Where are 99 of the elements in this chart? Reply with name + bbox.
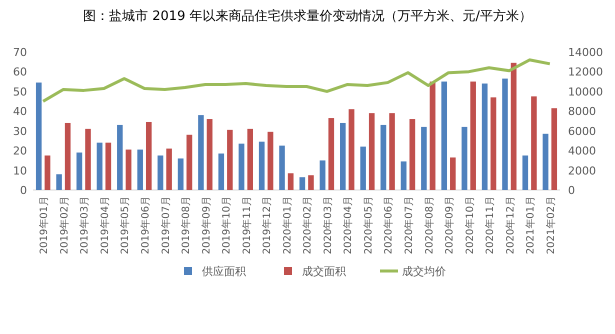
bar — [85, 128, 91, 190]
legend-label: 供应面积 — [202, 265, 246, 278]
x-tick-label: 2020年12月 — [504, 196, 516, 254]
x-tick-label: 2020年02月 — [302, 196, 314, 254]
bar — [490, 97, 496, 190]
bar — [400, 161, 406, 190]
bar — [462, 126, 468, 190]
x-tick-label: 2019年11月 — [240, 196, 253, 254]
bar — [117, 124, 123, 190]
x-tick-label: 2019年01月 — [38, 196, 50, 254]
x-tick-label: 2020年09月 — [444, 196, 456, 254]
y-tick-label: 10 — [13, 164, 27, 178]
bar — [542, 134, 548, 190]
bar — [389, 113, 395, 190]
line-series — [42, 58, 552, 103]
bar — [96, 142, 102, 190]
bar — [158, 156, 164, 190]
bar — [510, 62, 516, 190]
bar — [186, 134, 192, 190]
bar — [288, 173, 294, 190]
x-tick-label: 2020年11月 — [484, 196, 496, 254]
bar — [238, 144, 244, 190]
bar — [380, 124, 386, 190]
legend-label: 成交均价 — [402, 265, 446, 278]
bar — [482, 84, 488, 190]
y2-tick-label: 14000 — [568, 46, 603, 59]
x-tick-label: 2019年08月 — [180, 196, 192, 254]
bar — [328, 118, 334, 190]
bar — [522, 156, 528, 190]
bar — [320, 160, 326, 190]
x-tick-label: 2020年04月 — [342, 196, 354, 254]
bar — [56, 174, 62, 190]
bar — [36, 82, 42, 190]
x-tick-label: 2019年03月 — [78, 196, 91, 254]
bar — [268, 132, 274, 190]
x-tick-label: 2019年09月 — [200, 196, 212, 254]
x-tick-label: 2019年04月 — [98, 196, 111, 254]
y2-tick-label: 10000 — [568, 85, 603, 98]
bar — [247, 128, 253, 190]
bar — [299, 177, 306, 190]
y-tick-label: 30 — [13, 124, 27, 138]
x-tick-label: 2019年12月 — [261, 196, 274, 254]
x-tick-label: 2019年10月 — [220, 196, 233, 254]
x-tick-label: 2020年06月 — [382, 196, 395, 254]
x-tick-label: 2021年02月 — [544, 196, 557, 254]
legend-label: 成交面积 — [302, 265, 346, 278]
bar — [470, 82, 476, 190]
title: 图：盐城市 2019 年以来商品住宅供求量价变动情况（万平方米、元/平方米） — [83, 9, 532, 24]
bar — [178, 158, 184, 190]
y-tick-label: 60 — [13, 66, 27, 79]
bar — [166, 148, 172, 190]
bar — [409, 119, 416, 190]
bar — [308, 175, 314, 190]
bar — [105, 142, 112, 190]
bar — [206, 119, 212, 190]
bar — [146, 122, 152, 190]
y-tick-label: 40 — [13, 105, 27, 118]
y-tick-label: 70 — [13, 46, 27, 59]
bar — [340, 122, 346, 190]
bar — [44, 156, 50, 190]
bar — [76, 152, 82, 190]
x-tick-label: 2019年05月 — [119, 196, 132, 254]
y-tick-label: 20 — [13, 144, 27, 158]
x-tick-label: 2021年01月 — [524, 196, 537, 254]
x-tick-label: 2020年03月 — [322, 196, 334, 254]
y2-tick-label: 0 — [568, 184, 575, 197]
bar — [430, 82, 436, 190]
bar — [441, 82, 448, 190]
bar — [551, 108, 558, 190]
y2-tick-label: 12000 — [568, 66, 603, 79]
bar — [218, 154, 224, 190]
bar — [227, 130, 233, 190]
y-tick-label: 50 — [13, 85, 27, 98]
bar — [450, 157, 456, 190]
bar — [421, 126, 427, 190]
bar — [198, 115, 204, 190]
x-tick-label: 2020年05月 — [362, 196, 374, 254]
bar — [531, 96, 537, 190]
x-tick-label: 2019年07月 — [160, 196, 172, 254]
bar — [279, 146, 285, 190]
x-tick-label: 2019年02月 — [58, 196, 70, 254]
y2-tick-label: 6000 — [568, 124, 596, 138]
y-tick-label: 0 — [20, 184, 27, 197]
y2-tick-label: 8000 — [568, 105, 596, 118]
x-tick-label: 2020年10月 — [464, 196, 476, 254]
bar — [502, 78, 508, 190]
bar — [126, 150, 132, 190]
bar — [348, 109, 354, 190]
bar — [258, 142, 265, 190]
x-tick-label: 2020年07月 — [402, 196, 415, 254]
x-tick-label: 2019年06月 — [139, 196, 152, 254]
bar — [137, 150, 143, 190]
y2-tick-label: 2000 — [568, 164, 596, 178]
x-tick-label: 2020年01月 — [281, 196, 294, 254]
y2-tick-label: 4000 — [568, 144, 596, 158]
bar — [360, 146, 366, 190]
bar — [64, 122, 71, 190]
x-tick-label: 2020年08月 — [423, 196, 436, 254]
bar — [368, 113, 375, 190]
